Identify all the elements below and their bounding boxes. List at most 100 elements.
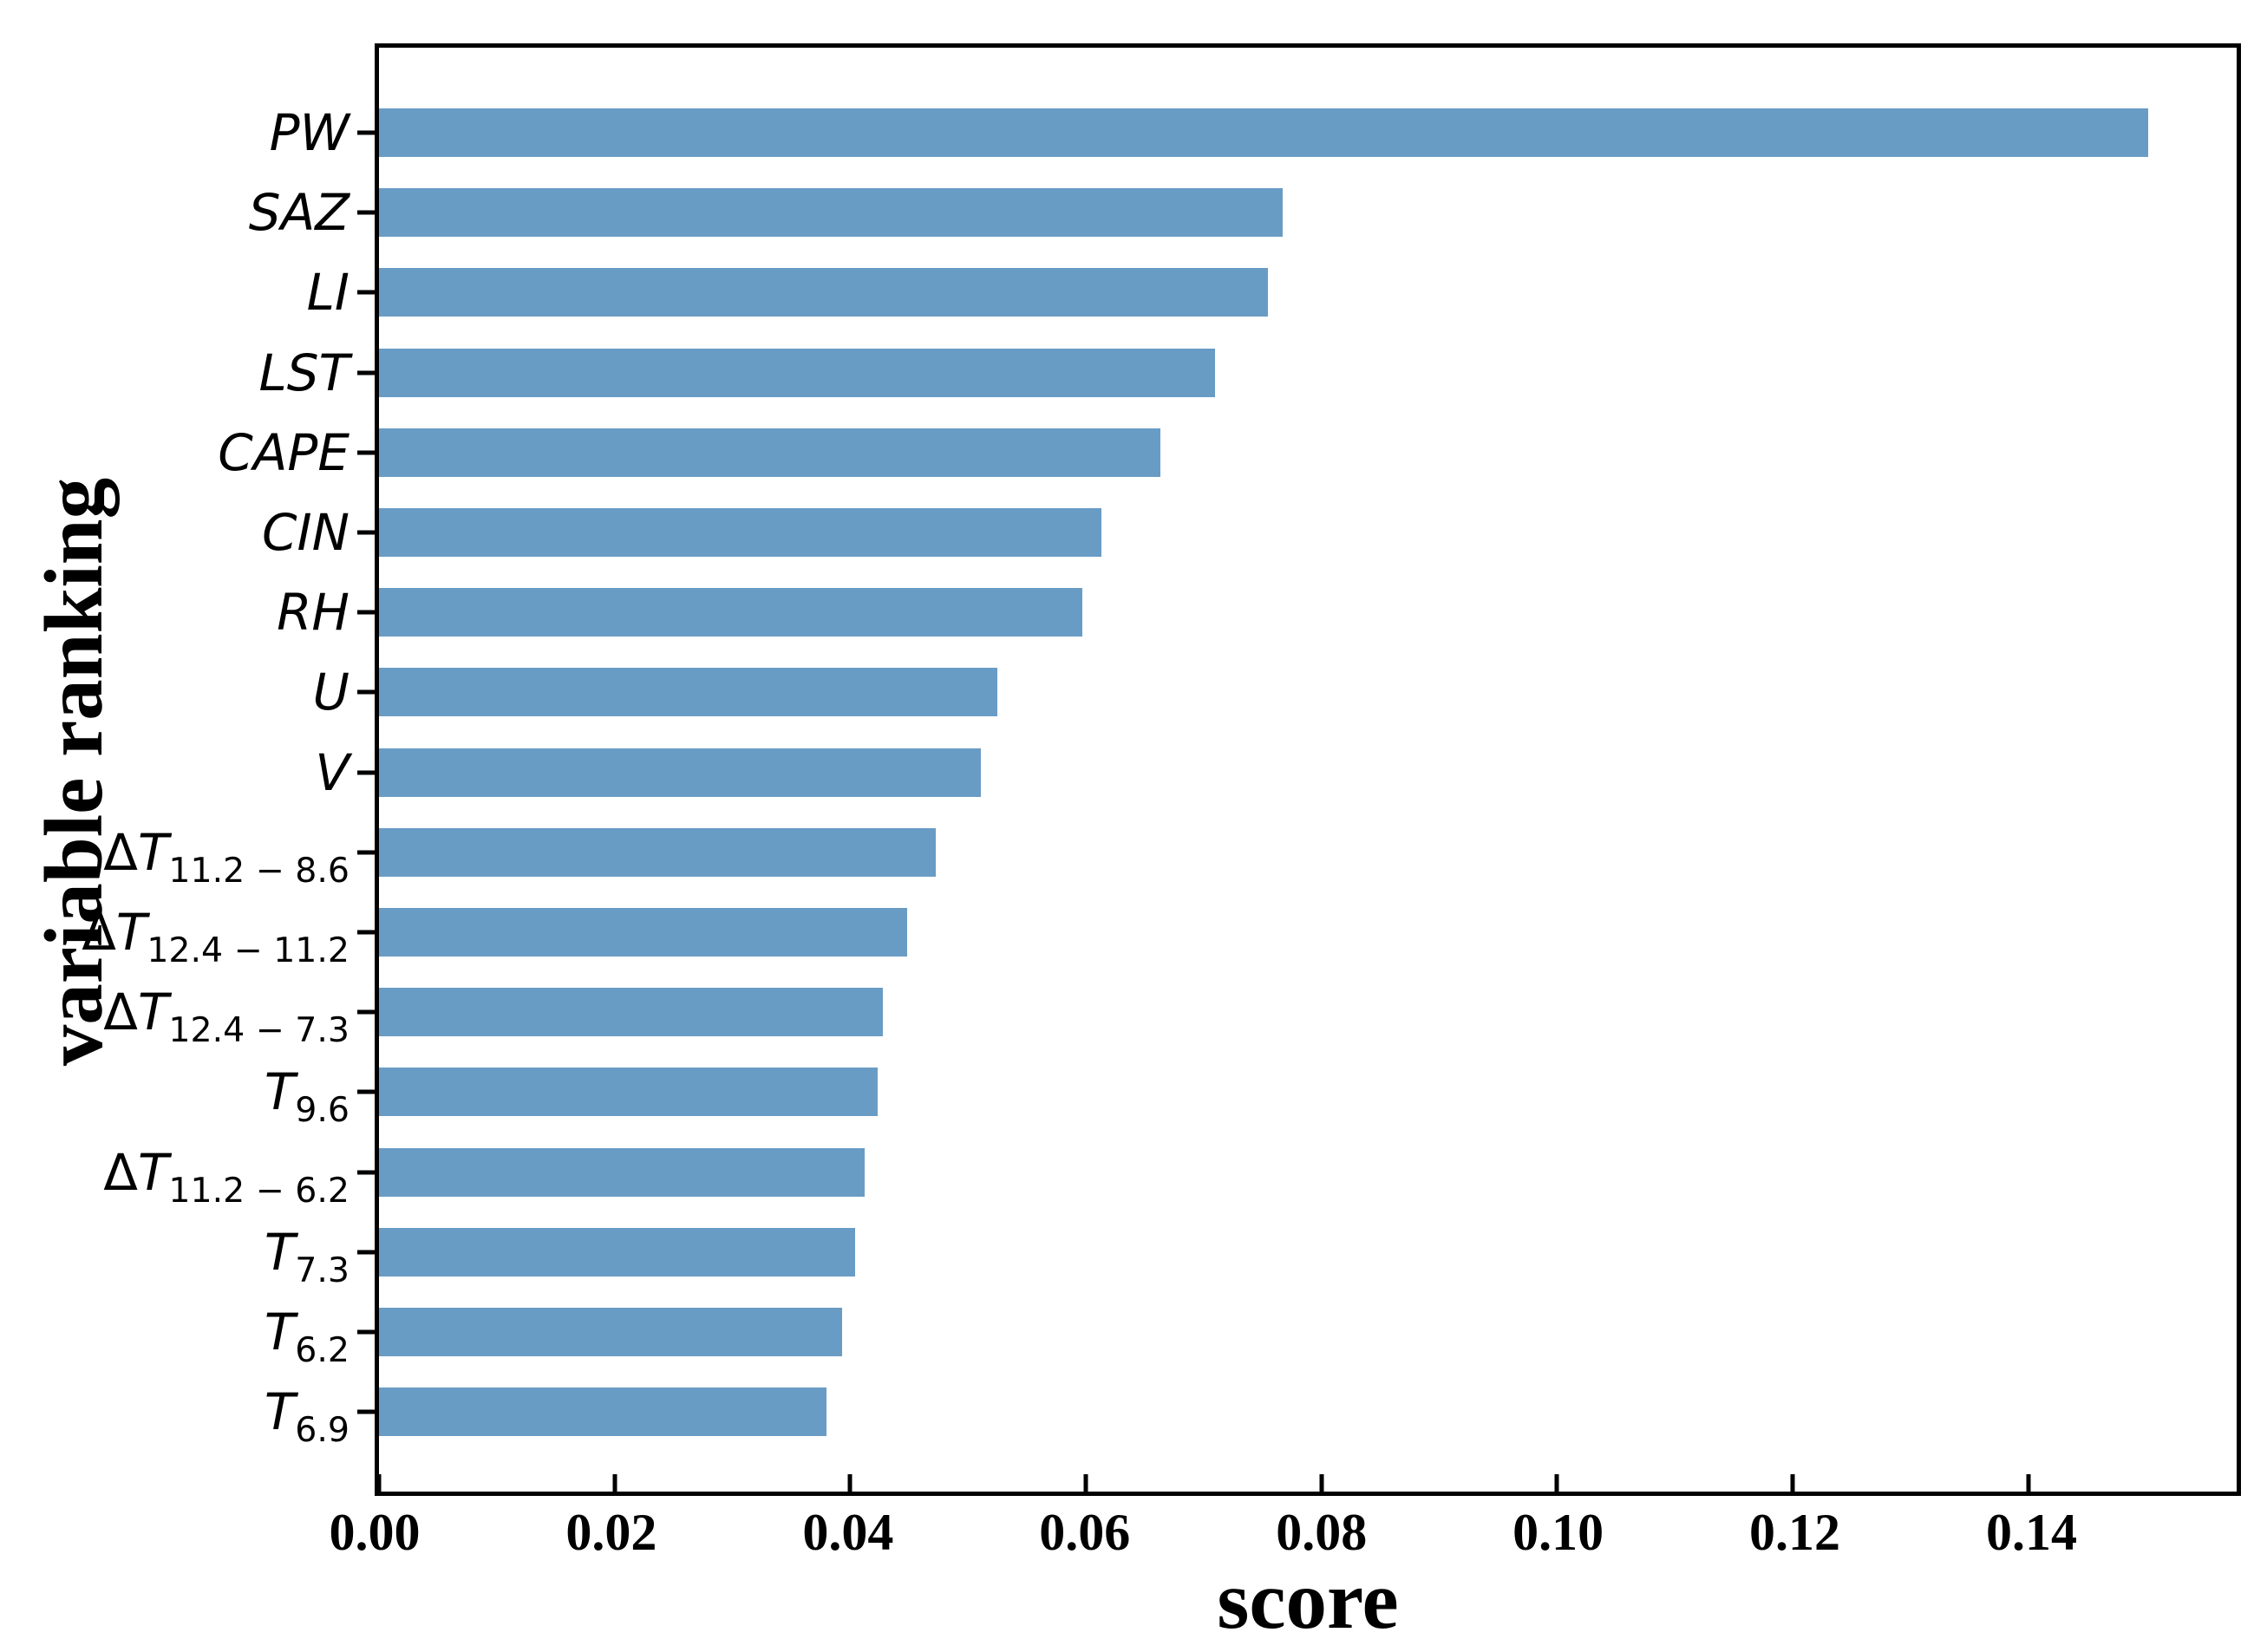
bar-row: U bbox=[313, 652, 2237, 732]
y-tick-mark bbox=[357, 370, 375, 375]
bar-CIN bbox=[379, 508, 1101, 558]
bar-row: PW bbox=[270, 93, 2237, 173]
bar-row: ΔT11.2 − 8.6 bbox=[103, 813, 2237, 892]
bar-row: LI bbox=[307, 252, 2237, 332]
y-tick-mark bbox=[357, 1170, 375, 1175]
x-tick-mark bbox=[1554, 1474, 1559, 1492]
x-tick-mark bbox=[376, 1474, 382, 1492]
plot-area: PW SAZ LI LST CAPE CIN RH U V ΔT11.2 − 8.6 ΔT12.4 … bbox=[82, 43, 2241, 1496]
y-tick-mark bbox=[357, 850, 375, 855]
label-subscript: 6.9 bbox=[295, 1409, 350, 1450]
x-tick-label: 0.06 bbox=[1039, 1504, 1131, 1561]
y-tick-label: CAPE bbox=[218, 428, 350, 478]
bar-row: CIN bbox=[262, 493, 2237, 572]
label-base: CIN bbox=[262, 503, 350, 563]
bar-PW bbox=[379, 108, 2149, 158]
bar-row: T7.3 bbox=[265, 1212, 2237, 1292]
x-tick-label: 0.04 bbox=[802, 1504, 894, 1561]
bar-ΔT-11.2−6.2 bbox=[379, 1147, 865, 1197]
label-base: T bbox=[137, 822, 169, 882]
label-base: U bbox=[312, 663, 350, 722]
x-tick-mark bbox=[847, 1474, 853, 1492]
label-subscript: 6.2 bbox=[295, 1329, 350, 1370]
bar-row: CAPE bbox=[218, 413, 2237, 493]
bar-LI bbox=[379, 268, 1269, 317]
y-tick-label: ΔT11.2 − 6.2 bbox=[103, 1147, 350, 1208]
x-tick-label: 0.12 bbox=[1749, 1504, 1841, 1561]
y-tick-label: ΔT12.4 − 7.3 bbox=[103, 987, 350, 1048]
y-tick-label: T7.3 bbox=[265, 1227, 350, 1288]
bar-SAZ bbox=[379, 188, 1283, 238]
x-tick-mark bbox=[1790, 1474, 1795, 1492]
y-tick-label: RH bbox=[277, 587, 350, 637]
y-tick-label: CIN bbox=[262, 507, 350, 558]
y-tick-mark bbox=[357, 689, 375, 695]
y-axis-title: variable ranking bbox=[28, 477, 120, 1067]
bar-U bbox=[379, 668, 998, 717]
label-base: SAZ bbox=[248, 183, 350, 243]
bar-T-6.2 bbox=[379, 1307, 842, 1356]
bar-row: SAZ bbox=[249, 173, 2237, 252]
y-tick-label: V bbox=[315, 748, 350, 798]
x-tick-label: 0.08 bbox=[1276, 1504, 1368, 1561]
y-tick-mark bbox=[357, 610, 375, 615]
bar-ΔT-11.2−8.6 bbox=[379, 827, 937, 877]
y-tick-mark bbox=[357, 210, 375, 215]
bar-T-7.3 bbox=[379, 1227, 855, 1277]
bar-row: ΔT12.4 − 7.3 bbox=[103, 972, 2237, 1052]
y-tick-label: LI bbox=[307, 267, 350, 317]
y-tick-label: T6.9 bbox=[265, 1387, 350, 1447]
label-base: T bbox=[264, 1062, 296, 1122]
x-tick-mark bbox=[1319, 1474, 1324, 1492]
y-tick-mark bbox=[357, 930, 375, 935]
y-tick-label: T9.6 bbox=[265, 1067, 350, 1127]
bar-RH bbox=[379, 588, 1082, 637]
y-tick-mark bbox=[357, 450, 375, 455]
label-base: CAPE bbox=[218, 422, 350, 482]
bar-row: T9.6 bbox=[265, 1052, 2237, 1132]
y-tick-mark bbox=[357, 1329, 375, 1335]
label-subscript: 12.4 − 7.3 bbox=[168, 1009, 350, 1050]
bar-row: T6.2 bbox=[265, 1292, 2237, 1372]
y-tick-mark bbox=[357, 1089, 375, 1094]
delta-symbol: Δ bbox=[103, 983, 138, 1042]
label-base: T bbox=[137, 983, 169, 1042]
label-subscript: 11.2 − 8.6 bbox=[168, 850, 350, 891]
y-tick-label: SAZ bbox=[249, 187, 350, 238]
x-tick-label: 0.10 bbox=[1512, 1504, 1604, 1561]
y-tick-label: LST bbox=[258, 348, 350, 398]
delta-symbol: Δ bbox=[103, 822, 138, 882]
label-base: PW bbox=[269, 103, 350, 163]
bar-ΔT-12.4−7.3 bbox=[379, 988, 884, 1037]
delta-symbol: Δ bbox=[103, 1142, 138, 1202]
x-tick-labels: 0.00 0.02 0.04 0.06 0.08 0.10 0.12 0.14 bbox=[330, 1504, 2241, 1567]
bar-row: LST bbox=[258, 333, 2237, 413]
x-axis-title: score bbox=[1217, 1554, 1399, 1646]
label-base: T bbox=[137, 1142, 169, 1202]
y-tick-label: T6.2 bbox=[265, 1307, 350, 1368]
label-base: T bbox=[115, 902, 147, 962]
label-base: V bbox=[315, 742, 350, 802]
x-tick-mark bbox=[612, 1474, 617, 1492]
x-tick-mark bbox=[2026, 1474, 2031, 1492]
label-base: LI bbox=[306, 263, 350, 323]
bar-rows: PW SAZ LI LST CAPE CIN RH U V ΔT11.2 − 8.6 ΔT12.4 … bbox=[82, 48, 2237, 1492]
bar-row: V bbox=[315, 733, 2237, 813]
bar-row: ΔT12.4 − 11.2 bbox=[82, 892, 2237, 972]
label-subscript: 11.2 − 6.2 bbox=[168, 1170, 350, 1211]
bar-row: RH bbox=[277, 572, 2237, 652]
label-base: RH bbox=[277, 583, 350, 643]
bar-ΔT-12.4−11.2 bbox=[379, 907, 907, 957]
label-subscript: 12.4 − 11.2 bbox=[147, 930, 350, 970]
label-base: LST bbox=[258, 343, 350, 402]
y-tick-mark bbox=[357, 530, 375, 535]
y-tick-label: ΔT11.2 − 8.6 bbox=[103, 827, 350, 888]
y-tick-mark bbox=[357, 1009, 375, 1015]
x-tick-label: 0.02 bbox=[565, 1504, 657, 1561]
y-tick-label: PW bbox=[270, 108, 350, 158]
bar-T-9.6 bbox=[379, 1068, 878, 1117]
label-base: T bbox=[264, 1222, 296, 1282]
bar-row: ΔT11.2 − 6.2 bbox=[103, 1132, 2237, 1211]
label-base: T bbox=[264, 1382, 296, 1442]
